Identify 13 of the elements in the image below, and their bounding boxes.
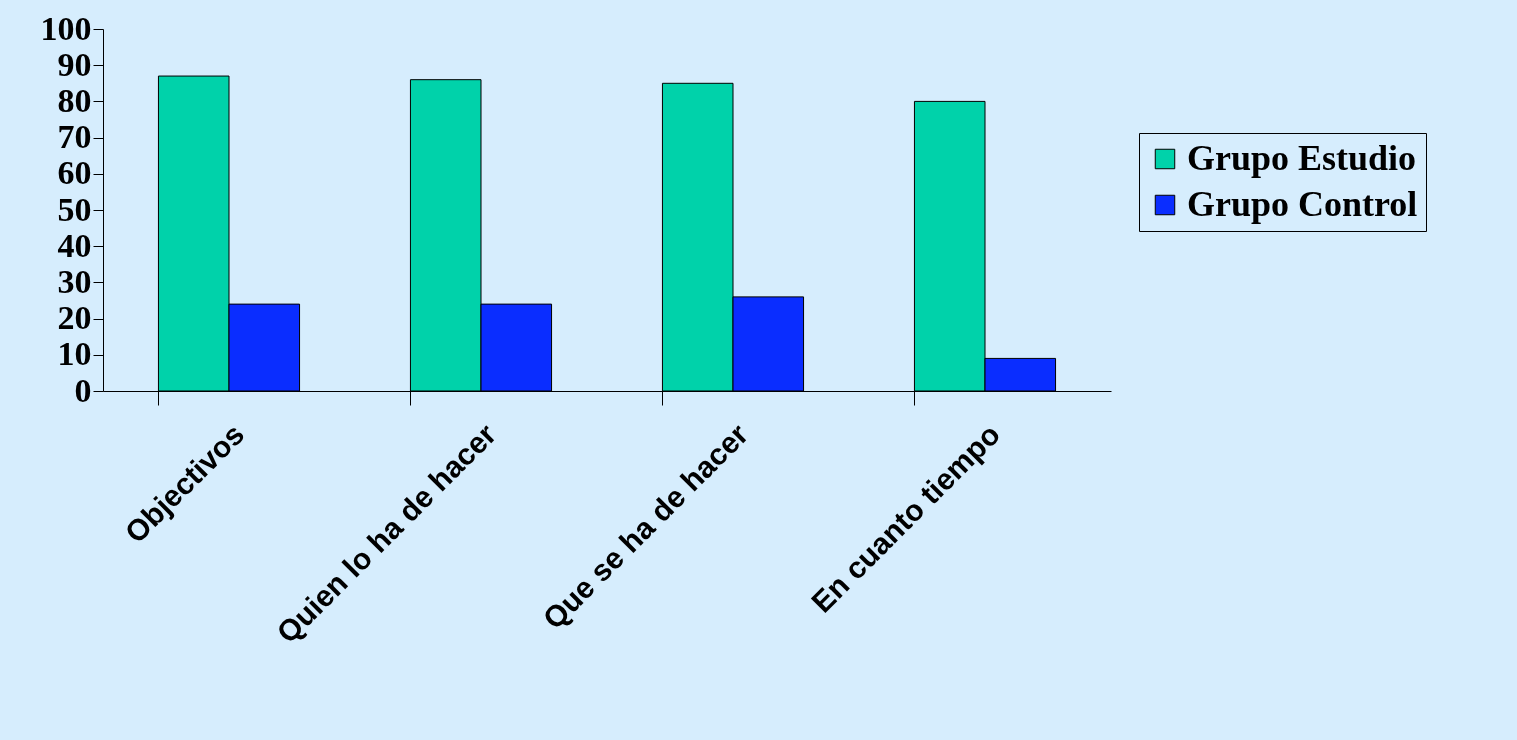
y-tick-label: 70 (57, 118, 92, 156)
legend-label: Grupo Control (1187, 184, 1418, 224)
y-tick-label: 90 (57, 45, 92, 83)
y-tick-label: 20 (57, 299, 92, 337)
y-tick-label: 60 (57, 154, 92, 192)
y-tick-label: 30 (57, 262, 92, 300)
y-tick-label: 10 (57, 335, 92, 373)
y-tick-label: 100 (40, 9, 92, 47)
y-tick-label: 80 (57, 81, 92, 119)
legend-label: Grupo Estudio (1187, 138, 1417, 178)
y-tick-label: 0 (74, 371, 92, 409)
y-tick-label: 40 (57, 226, 92, 264)
y-tick-label: 50 (57, 190, 92, 228)
